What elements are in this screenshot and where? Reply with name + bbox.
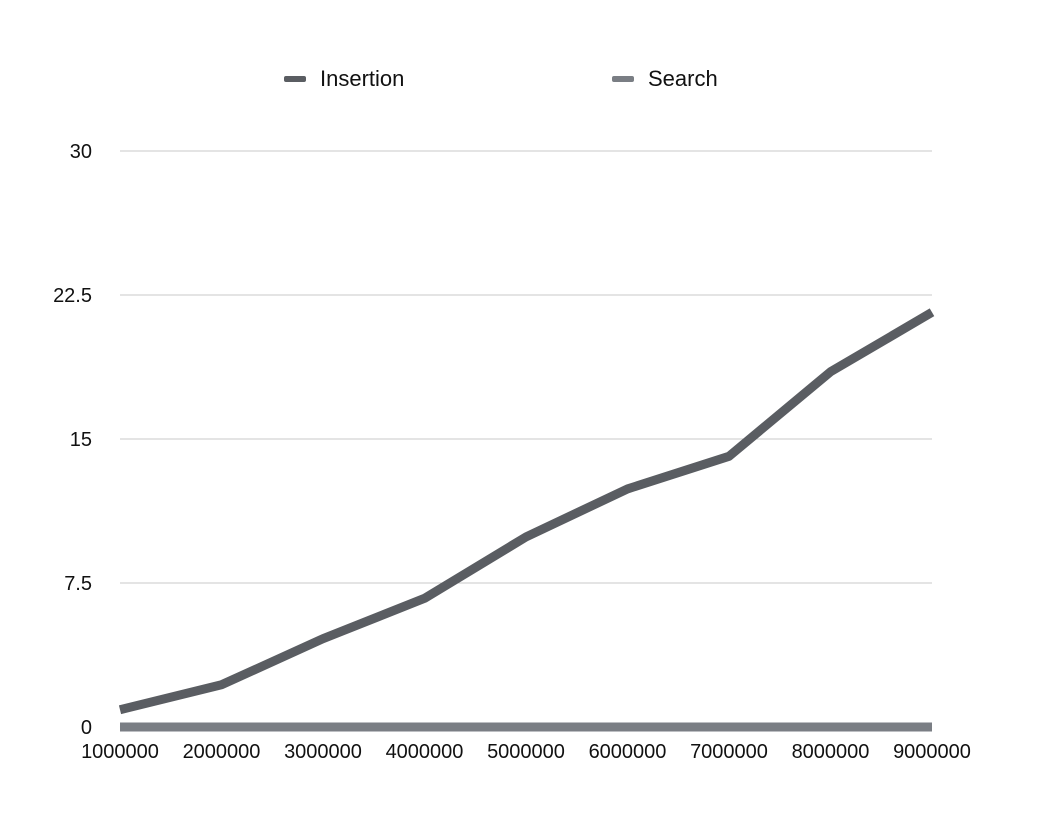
y-tick-label: 0 [81,717,92,739]
legend: Insertion Search [0,66,1056,96]
x-tick-label: 4000000 [386,741,464,763]
legend-label-insertion: Insertion [320,66,405,91]
x-tick-label: 8000000 [792,741,870,763]
series-line-insertion [118,308,935,715]
x-axis-ticks: 1000000 2000000 3000000 4000000 5000000 60000… [81,741,971,763]
x-tick-label: 7000000 [690,741,768,763]
legend-swatch-search [612,76,634,82]
y-tick-label: 30 [70,141,92,163]
x-tick-label: 6000000 [589,741,667,763]
x-tick-label: 9000000 [893,741,971,763]
y-tick-label: 7.5 [64,573,92,595]
legend-swatch-insertion [284,76,306,82]
y-tick-label: 15 [70,429,92,451]
legend-item-insertion: Insertion [284,66,404,92]
x-tick-label: 3000000 [284,741,362,763]
x-tick-label: 5000000 [487,741,565,763]
x-tick-label: 2000000 [183,741,261,763]
grid-lines [120,150,932,584]
series-lines [118,308,935,732]
y-axis-ticks: 0 7.5 15 22.5 30 [53,141,92,739]
x-tick-label: 1000000 [81,741,159,763]
y-tick-label: 22.5 [53,285,92,307]
legend-label-search: Search [648,66,718,91]
legend-item-search: Search [612,66,718,92]
